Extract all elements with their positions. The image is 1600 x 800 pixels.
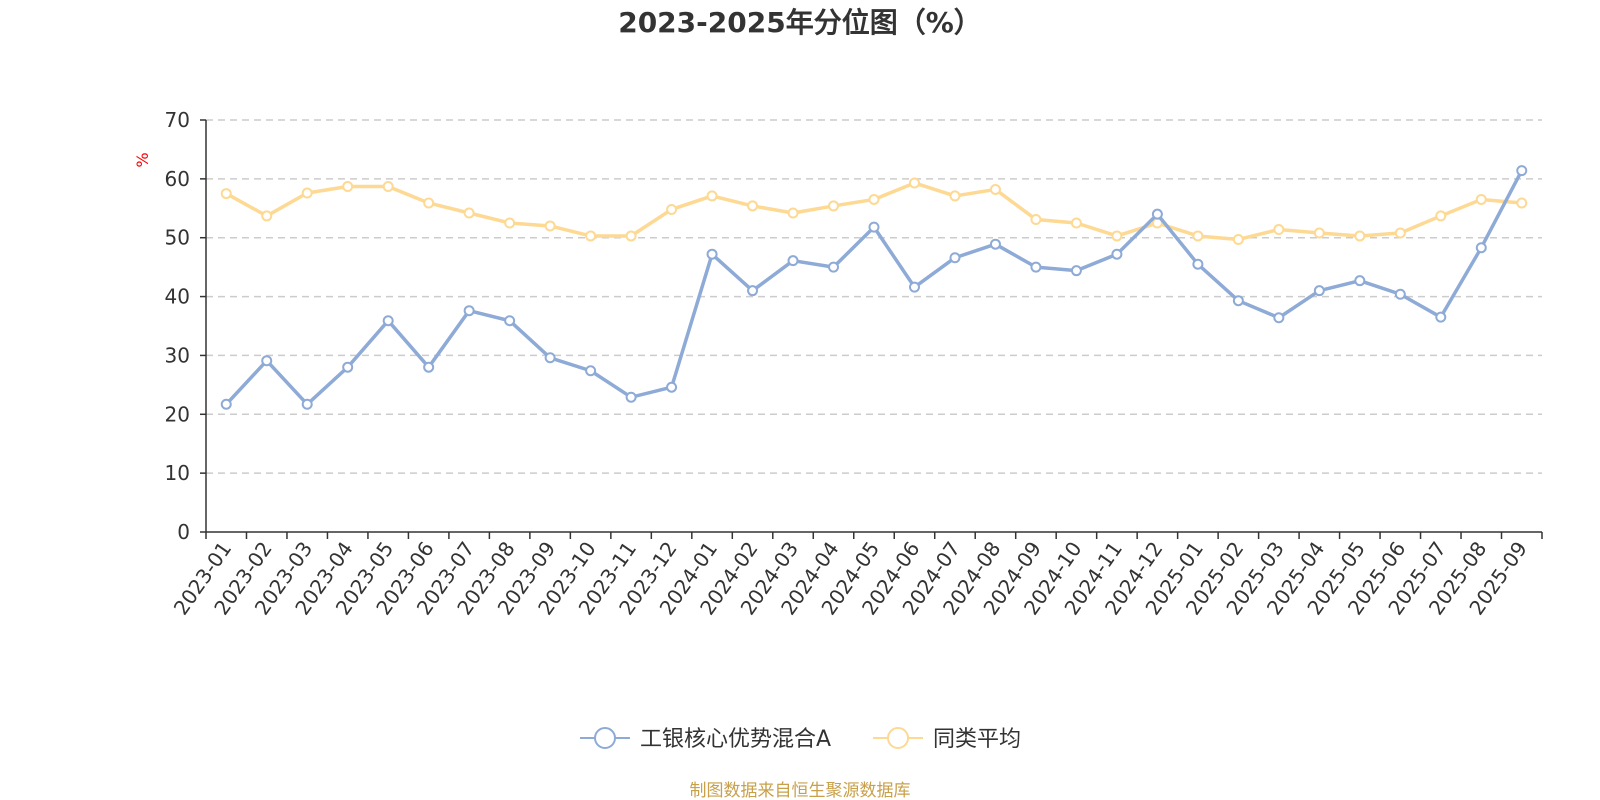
legend-item-2[interactable]: 同类平均	[873, 727, 1021, 752]
data-point[interactable]	[787, 207, 799, 219]
data-point[interactable]	[261, 210, 273, 222]
data-point[interactable]	[1475, 193, 1487, 205]
data-point[interactable]	[868, 193, 880, 205]
series-layer	[220, 165, 1528, 410]
data-point[interactable]	[1475, 242, 1487, 254]
data-source-note: 制图数据来自恒生聚源数据库	[690, 781, 911, 800]
data-point[interactable]	[625, 230, 637, 242]
data-point[interactable]	[585, 230, 597, 242]
data-point[interactable]	[423, 197, 435, 209]
y-axis-unit-label: %	[133, 152, 152, 167]
data-point[interactable]	[747, 200, 759, 212]
data-point[interactable]	[1394, 288, 1406, 300]
data-point[interactable]	[625, 391, 637, 403]
data-point[interactable]	[1070, 265, 1082, 277]
y-tick-label: 0	[177, 520, 190, 544]
data-point[interactable]	[1232, 233, 1244, 245]
legend-label: 同类平均	[933, 727, 1021, 752]
data-point[interactable]	[544, 352, 556, 364]
data-point[interactable]	[504, 217, 516, 229]
data-point[interactable]	[706, 248, 718, 260]
data-point[interactable]	[1313, 285, 1325, 297]
data-point[interactable]	[1354, 230, 1366, 242]
data-point[interactable]	[1273, 312, 1285, 324]
data-point[interactable]	[666, 381, 678, 393]
data-point[interactable]	[1313, 227, 1325, 239]
data-point[interactable]	[1192, 230, 1204, 242]
data-point[interactable]	[261, 355, 273, 367]
data-point[interactable]	[342, 181, 354, 193]
data-point[interactable]	[1151, 208, 1163, 220]
data-point[interactable]	[1435, 210, 1447, 222]
data-point[interactable]	[868, 221, 880, 233]
y-tick-label: 10	[165, 461, 190, 485]
data-point[interactable]	[949, 190, 961, 202]
data-point[interactable]	[585, 365, 597, 377]
grid-lines	[206, 119, 1542, 474]
data-point[interactable]	[463, 207, 475, 219]
data-point[interactable]	[1516, 197, 1528, 209]
y-tick-label: 20	[165, 402, 190, 426]
data-point[interactable]	[1232, 295, 1244, 307]
data-point[interactable]	[949, 252, 961, 264]
data-point[interactable]	[706, 190, 718, 202]
axes: 0102030405060702023-012023-022023-032023…	[165, 108, 1543, 619]
data-point[interactable]	[1192, 258, 1204, 270]
legend-label: 工银核心优势混合A	[640, 727, 831, 752]
data-point[interactable]	[1354, 275, 1366, 287]
chart-title: 2023-2025年分位图（%）	[618, 6, 982, 39]
data-point[interactable]	[787, 255, 799, 267]
data-point[interactable]	[828, 261, 840, 273]
y-tick-label: 70	[165, 108, 190, 132]
data-point[interactable]	[342, 361, 354, 373]
data-point[interactable]	[1394, 227, 1406, 239]
data-point[interactable]	[301, 398, 313, 410]
data-point[interactable]	[908, 281, 920, 293]
legend-circle-icon	[594, 727, 616, 749]
data-point[interactable]	[382, 315, 394, 327]
data-point[interactable]	[989, 183, 1001, 195]
data-point[interactable]	[544, 220, 556, 232]
data-point[interactable]	[1030, 261, 1042, 273]
data-point[interactable]	[463, 305, 475, 317]
data-point[interactable]	[1516, 165, 1528, 177]
legend[interactable]: 工银核心优势混合A 同类平均	[580, 727, 1021, 752]
data-point[interactable]	[1070, 217, 1082, 229]
data-point[interactable]	[423, 361, 435, 373]
series-1	[220, 165, 1528, 410]
data-point[interactable]	[1435, 311, 1447, 323]
legend-circle-icon	[887, 727, 909, 749]
y-tick-label: 50	[165, 226, 190, 250]
data-point[interactable]	[1273, 223, 1285, 235]
data-point[interactable]	[301, 187, 313, 199]
data-point[interactable]	[989, 238, 1001, 250]
legend-item-1[interactable]: 工银核心优势混合A	[580, 727, 831, 752]
data-point[interactable]	[1030, 213, 1042, 225]
series-2	[220, 177, 1528, 245]
data-point[interactable]	[666, 203, 678, 215]
data-point[interactable]	[747, 285, 759, 297]
data-point[interactable]	[382, 181, 394, 193]
data-point[interactable]	[1111, 248, 1123, 260]
data-point[interactable]	[1111, 230, 1123, 242]
y-tick-label: 60	[165, 167, 190, 191]
data-point[interactable]	[908, 177, 920, 189]
y-tick-label: 30	[165, 343, 190, 367]
data-point[interactable]	[220, 188, 232, 200]
data-point[interactable]	[828, 200, 840, 212]
data-point[interactable]	[504, 315, 516, 327]
data-point[interactable]	[220, 398, 232, 410]
y-tick-label: 40	[165, 285, 190, 309]
series-line	[224, 169, 1524, 407]
